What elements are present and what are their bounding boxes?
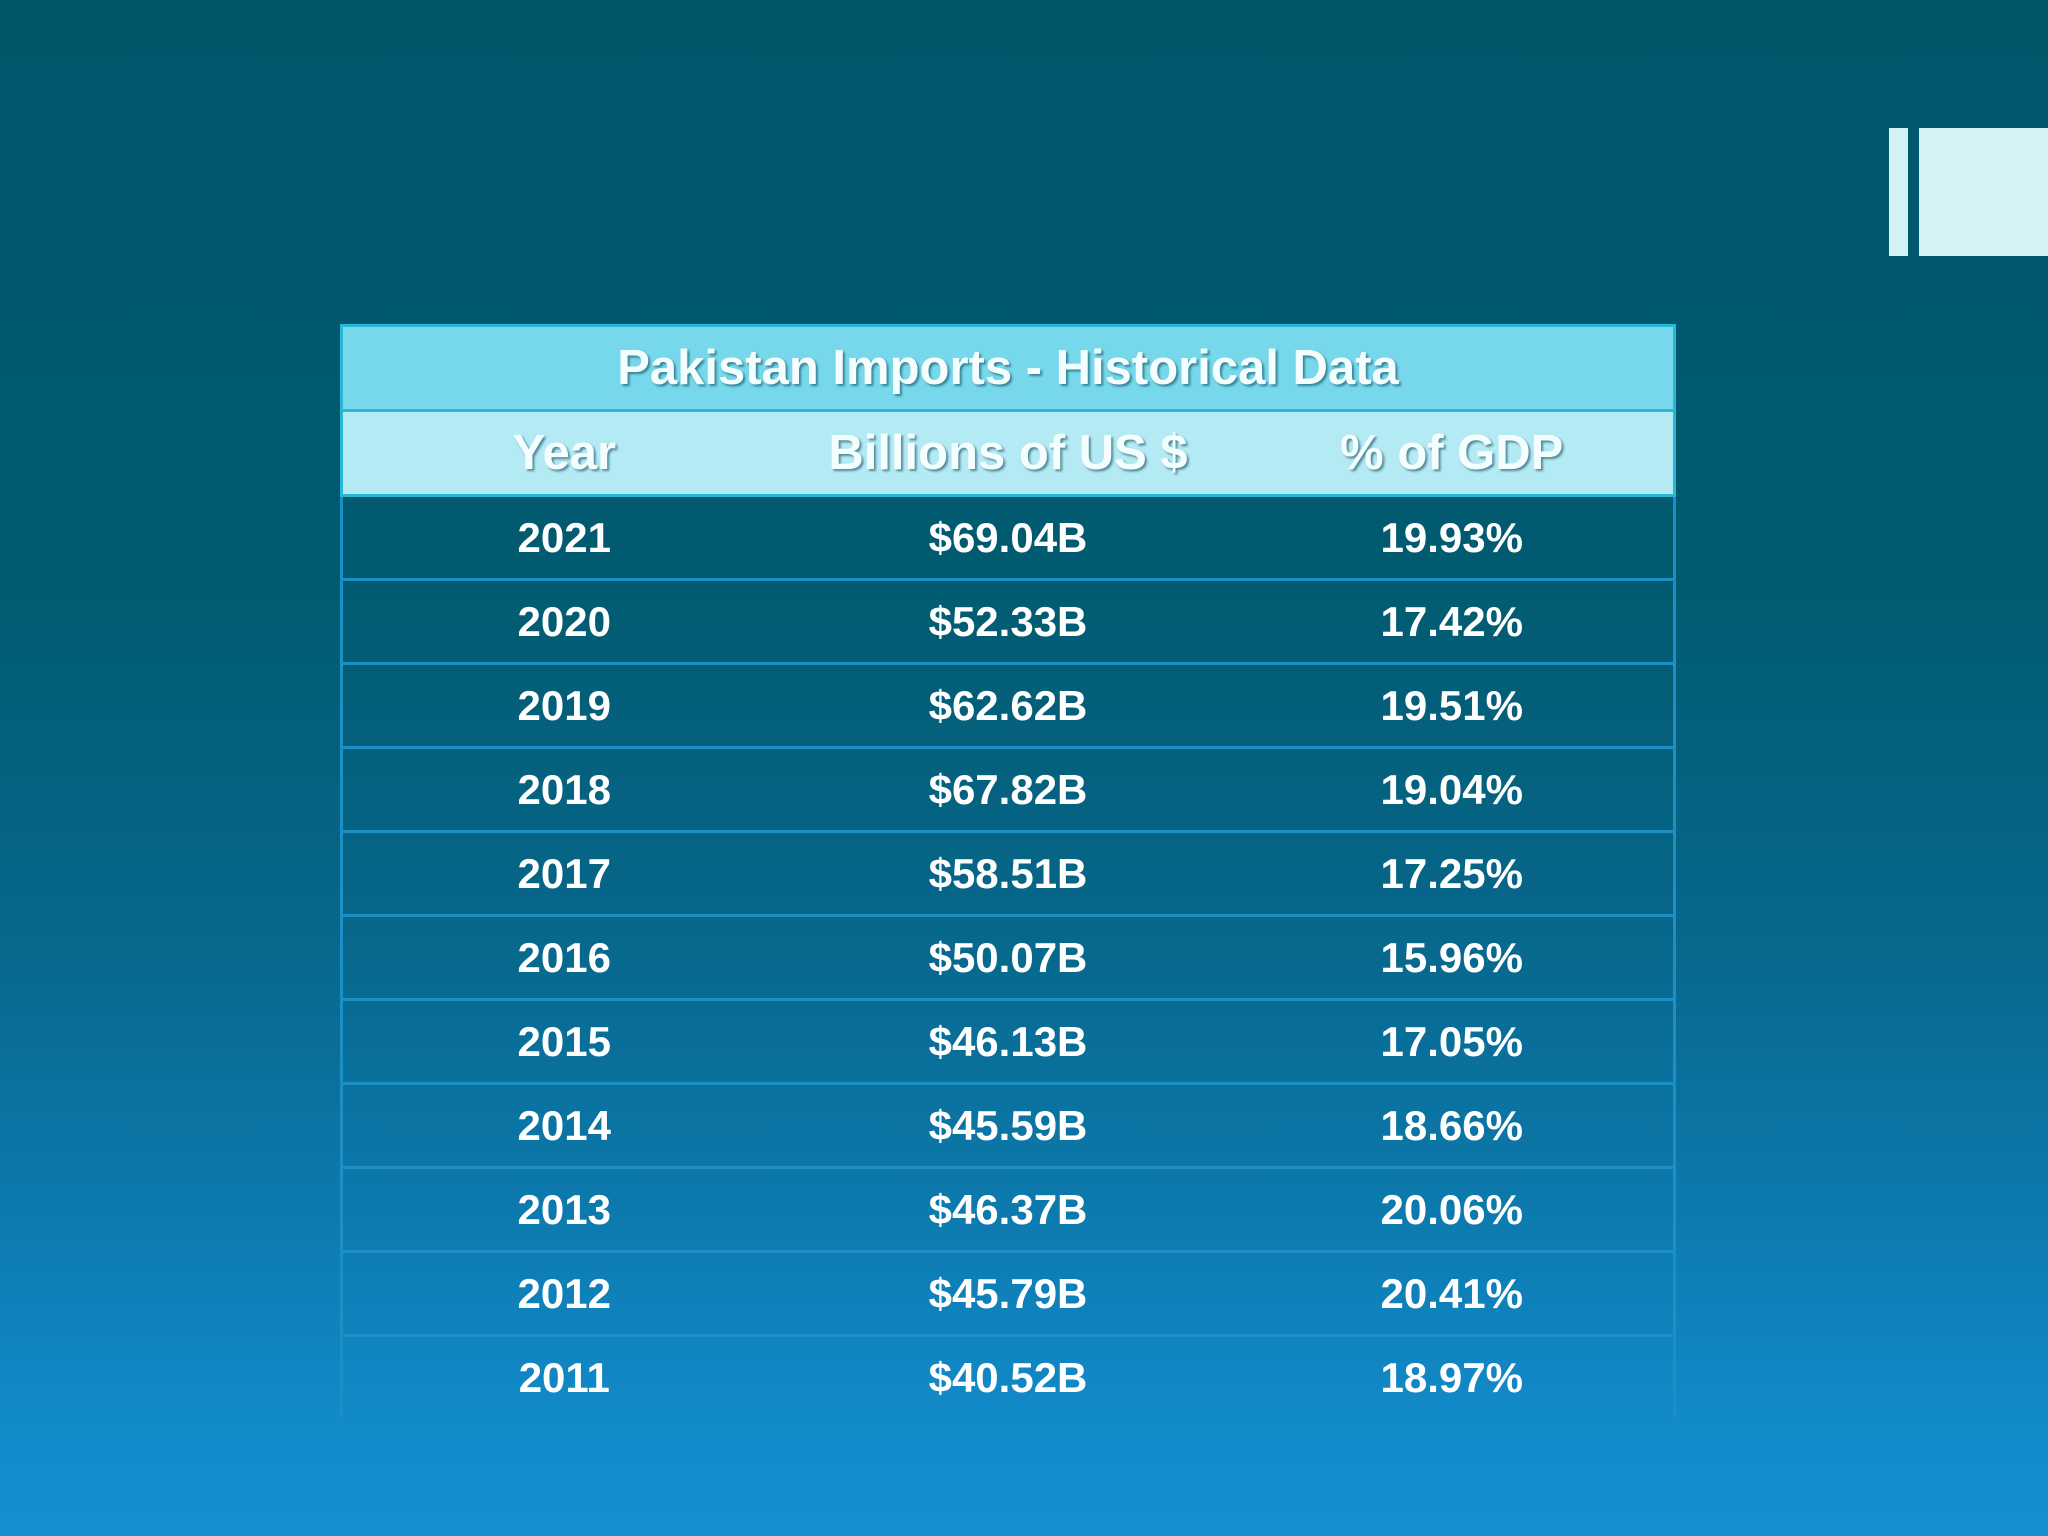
cell-billions-usd: $45.59B <box>785 1083 1231 1169</box>
cell-percent-gdp: 17.25% <box>1230 831 1677 917</box>
header-percent-gdp: % of GDP <box>1230 409 1677 497</box>
table-row: 2016 $50.07B 15.96% <box>340 915 1677 1001</box>
cell-year: 2018 <box>340 747 786 833</box>
table-row: 2013 $46.37B 20.06% <box>340 1167 1677 1253</box>
cell-year: 2014 <box>340 1083 786 1169</box>
cell-percent-gdp: 18.97% <box>1230 1335 1677 1418</box>
cell-percent-gdp: 19.51% <box>1230 663 1677 749</box>
table-row: 2020 $52.33B 17.42% <box>340 579 1677 665</box>
cell-year: 2013 <box>340 1167 786 1253</box>
table-row: 2017 $58.51B 17.25% <box>340 831 1677 917</box>
cell-percent-gdp: 20.06% <box>1230 1167 1677 1253</box>
cell-year: 2016 <box>340 915 786 1001</box>
cell-billions-usd: $58.51B <box>785 831 1231 917</box>
table-row: 2015 $46.13B 17.05% <box>340 999 1677 1085</box>
cell-billions-usd: $62.62B <box>785 663 1231 749</box>
cell-year: 2011 <box>340 1335 786 1418</box>
header-billions-usd: Billions of US $ <box>785 409 1231 497</box>
table-title: Pakistan Imports - Historical Data <box>339 324 1677 412</box>
cell-year: 2021 <box>340 495 786 581</box>
header-year: Year <box>340 409 786 497</box>
cell-year: 2019 <box>340 663 786 749</box>
cell-percent-gdp: 17.42% <box>1230 579 1677 665</box>
cell-billions-usd: $69.04B <box>785 495 1231 581</box>
cell-percent-gdp: 19.93% <box>1230 495 1677 581</box>
table-header-row: Year Billions of US $ % of GDP <box>340 409 1677 497</box>
cell-percent-gdp: 20.41% <box>1230 1251 1677 1337</box>
table-body: 2021 $69.04B 19.93% 2020 $52.33B 17.42% 2019 $6… <box>340 495 1677 1418</box>
cell-year: 2017 <box>340 831 786 917</box>
cell-percent-gdp: 15.96% <box>1230 915 1677 1001</box>
cell-billions-usd: $46.13B <box>785 999 1231 1085</box>
cell-billions-usd: $50.07B <box>785 915 1231 1001</box>
cell-billions-usd: $52.33B <box>785 579 1231 665</box>
table-title-row: Pakistan Imports - Historical Data <box>339 324 1677 412</box>
cell-percent-gdp: 17.05% <box>1230 999 1677 1085</box>
cell-billions-usd: $67.82B <box>785 747 1231 833</box>
cell-year: 2020 <box>340 579 786 665</box>
table-row: 2014 $45.59B 18.66% <box>340 1083 1677 1169</box>
imports-table-container: Pakistan Imports - Historical Data Year … <box>339 324 1677 1418</box>
table-row: 2018 $67.82B 19.04% <box>340 747 1677 833</box>
table-row: 2019 $62.62B 19.51% <box>340 663 1677 749</box>
cell-year: 2012 <box>340 1251 786 1337</box>
table-row: 2012 $45.79B 20.41% <box>340 1251 1677 1337</box>
imports-table: Pakistan Imports - Historical Data Year … <box>339 324 1677 1418</box>
decorative-block <box>1919 128 2048 256</box>
cell-year: 2015 <box>340 999 786 1085</box>
table-row: 2021 $69.04B 19.93% <box>340 495 1677 581</box>
cell-percent-gdp: 19.04% <box>1230 747 1677 833</box>
cell-billions-usd: $40.52B <box>928 1353 1088 1401</box>
table-row: 2011 $40.52B 18.97% <box>340 1335 1677 1418</box>
cell-billions-usd: $45.79B <box>785 1251 1231 1337</box>
cell-percent-gdp: 18.66% <box>1230 1083 1677 1169</box>
decorative-bar <box>1889 128 1908 256</box>
cell-billions-usd: $46.37B <box>785 1167 1231 1253</box>
